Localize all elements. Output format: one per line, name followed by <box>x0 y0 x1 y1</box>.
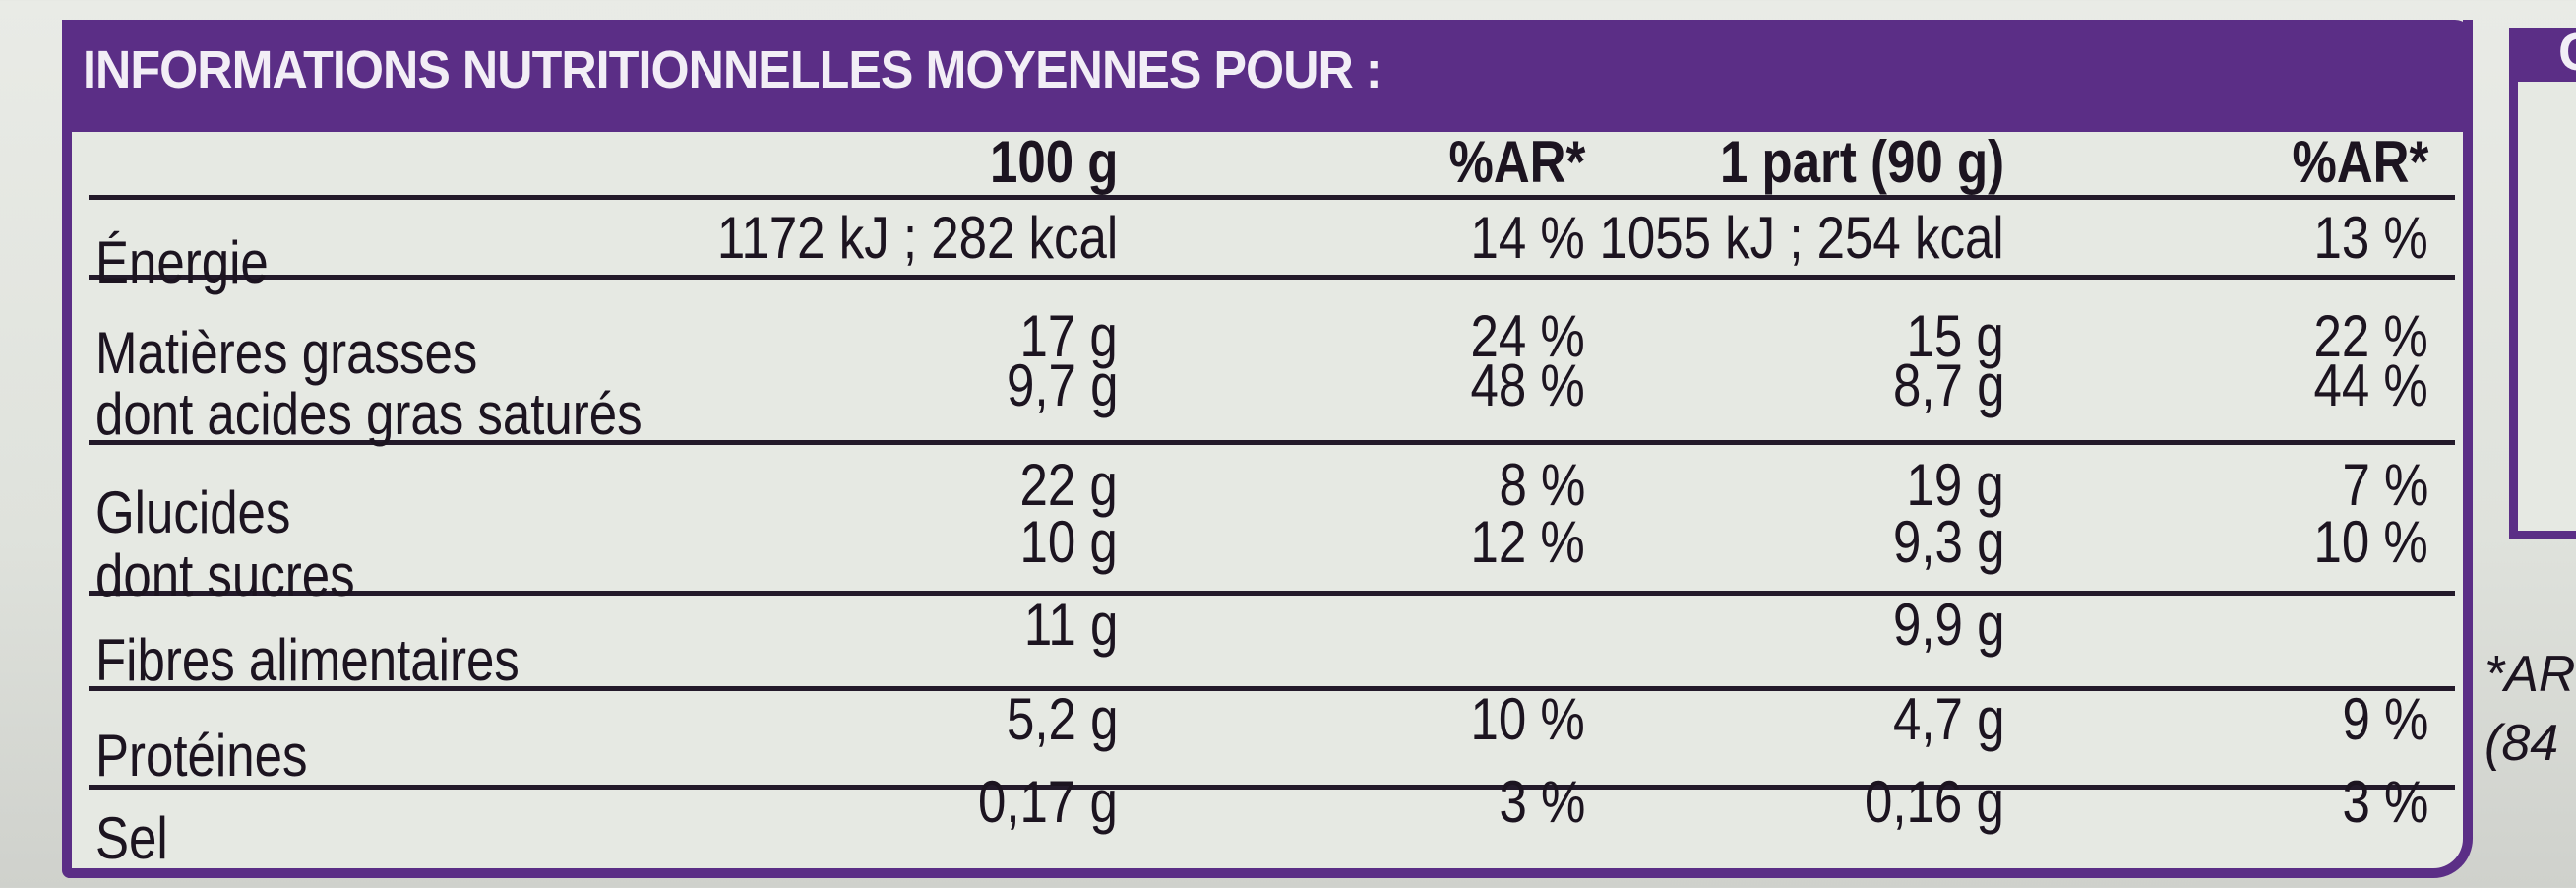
nutrient-label: Protéines <box>95 723 308 789</box>
value-100g: 5,2 g <box>1006 686 1118 752</box>
nutrition-table-frame <box>62 20 2473 878</box>
value-portion: 9,9 g <box>1892 592 2004 658</box>
footnote-fragment: *AR <box>2484 646 2576 703</box>
ar-100g: 12 % <box>1470 509 1585 575</box>
value-100g: 11 g <box>1023 592 1118 658</box>
ar-portion: 13 % <box>2313 205 2428 271</box>
row-divider <box>89 686 2455 691</box>
nutrient-label: Énergie <box>95 229 269 295</box>
nutrient-label: Glucides <box>95 479 291 545</box>
column-header-ar-portion: %AR* <box>2292 129 2428 195</box>
value-100g: 10 g <box>1019 509 1118 575</box>
ar-100g: 14 % <box>1470 205 1585 271</box>
ar-100g: 24 % <box>1470 303 1585 369</box>
row-divider <box>89 440 2455 445</box>
value-100g: 22 g <box>1019 452 1118 518</box>
ar-portion: 22 % <box>2313 303 2428 369</box>
column-header-ar-100g: %AR* <box>1448 129 1585 195</box>
ar-100g: 48 % <box>1470 352 1585 418</box>
row-divider <box>89 785 2455 790</box>
ar-portion: 44 % <box>2313 352 2428 418</box>
ar-portion: 7 % <box>2342 452 2428 518</box>
value-100g: 17 g <box>1019 303 1118 369</box>
value-portion: 8,7 g <box>1892 352 2004 418</box>
row-divider <box>89 591 2455 596</box>
value-portion: 19 g <box>1906 452 2004 518</box>
ar-100g: 3 % <box>1499 769 1585 835</box>
value-portion: 4,7 g <box>1892 686 2004 752</box>
nutrient-label: Matières grasses <box>95 320 478 386</box>
ar-100g: 10 % <box>1470 686 1585 752</box>
table-title: INFORMATIONS NUTRITIONNELLES MOYENNES PO… <box>83 40 1382 99</box>
value-portion: 15 g <box>1906 303 2004 369</box>
row-divider <box>89 275 2455 280</box>
value-portion: 0,16 g <box>1865 769 2004 835</box>
column-header-portion: 1 part (90 g) <box>1719 129 2004 195</box>
adjacent-panel-frame <box>2509 28 2576 539</box>
column-header-100g: 100 g <box>989 129 1118 195</box>
value-portion: 1055 kJ ; 254 kcal <box>1599 205 2004 271</box>
value-100g: 1172 kJ ; 282 kcal <box>716 205 1118 271</box>
value-100g: 0,17 g <box>978 769 1118 835</box>
nutrient-label: dont acides gras saturés <box>95 381 643 447</box>
footnote-fragment: (84 <box>2484 715 2559 772</box>
value-portion: 9,3 g <box>1892 509 2004 575</box>
value-100g: 9,7 g <box>1006 352 1118 418</box>
ar-portion: 3 % <box>2342 769 2428 835</box>
nutrient-label: Sel <box>95 805 168 871</box>
ar-portion: 10 % <box>2313 509 2428 575</box>
ar-portion: 9 % <box>2342 686 2428 752</box>
row-divider <box>89 195 2455 200</box>
ar-100g: 8 % <box>1499 452 1585 518</box>
table-header-band <box>62 20 2473 132</box>
nutrient-label: Fibres alimentaires <box>95 627 520 693</box>
adjacent-panel-header <box>2509 28 2576 82</box>
nutrient-label: dont sucres <box>95 542 355 608</box>
adjacent-panel-title-fragment: C <box>2558 22 2576 83</box>
